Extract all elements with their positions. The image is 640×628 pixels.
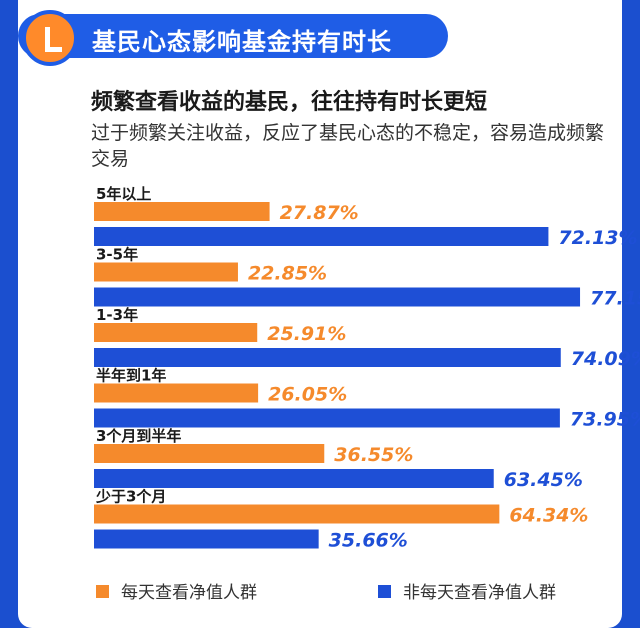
chart-description: 过于频繁关注收益，反应了基民心态的不稳定，容易造成频繁交易 xyxy=(91,122,605,170)
bar-label-non-daily: 74.09% xyxy=(571,348,640,370)
bar-non-daily-viewers xyxy=(94,227,549,246)
legend-label-orange: 每天查看净值人群 xyxy=(121,583,257,603)
bar-non-daily-viewers xyxy=(94,469,494,488)
bar-daily-viewers xyxy=(94,202,270,221)
legend-item-orange: 每天查看净值人群 xyxy=(96,578,257,603)
page-title: 基民心态影响基金持有时长 xyxy=(92,28,392,56)
category-label: 半年到1年 xyxy=(96,367,166,385)
category-label: 少于3个月 xyxy=(95,488,166,506)
bar-label-non-daily: 72.13% xyxy=(558,227,637,249)
bar-label-non-daily: 77.15% xyxy=(590,288,640,310)
category-label: 1-3年 xyxy=(96,306,138,324)
bar-label-non-daily: 73.95% xyxy=(570,409,640,431)
bar-label-non-daily: 63.45% xyxy=(504,469,583,491)
category-label: 3-5年 xyxy=(96,246,138,264)
bar-label-daily: 22.85% xyxy=(248,263,327,285)
bar-label-daily: 27.87% xyxy=(280,202,359,224)
bar-daily-viewers xyxy=(94,504,500,524)
legend-swatch-blue xyxy=(378,584,391,598)
l-badge-icon xyxy=(22,10,78,66)
bar-label-daily: 64.34% xyxy=(509,505,588,527)
legend-item-blue: 非每天查看净值人群 xyxy=(378,578,556,603)
bar-non-daily-viewers xyxy=(94,529,319,549)
chart-subtitle: 频繁查看收益的基民，往往持有时长更短 xyxy=(91,90,488,115)
legend-swatch-orange xyxy=(96,584,109,598)
bar-label-daily: 26.05% xyxy=(268,384,347,406)
category-label: 5年以上 xyxy=(96,185,151,203)
header-banner xyxy=(18,14,448,58)
bar-daily-viewers xyxy=(94,323,258,342)
bar-label-daily: 36.55% xyxy=(334,444,413,466)
bar-non-daily-viewers xyxy=(94,287,581,307)
bar-non-daily-viewers xyxy=(94,408,560,428)
bar-label-daily: 25.91% xyxy=(267,323,346,345)
bar-non-daily-viewers xyxy=(94,348,561,367)
bar-daily-viewers xyxy=(94,383,259,403)
bar-label-non-daily: 35.66% xyxy=(329,530,408,552)
bar-daily-viewers xyxy=(94,262,238,282)
bar-daily-viewers xyxy=(94,444,325,463)
legend-label-blue: 非每天查看净值人群 xyxy=(403,583,556,603)
category-label: 3个月到半年 xyxy=(96,427,181,445)
